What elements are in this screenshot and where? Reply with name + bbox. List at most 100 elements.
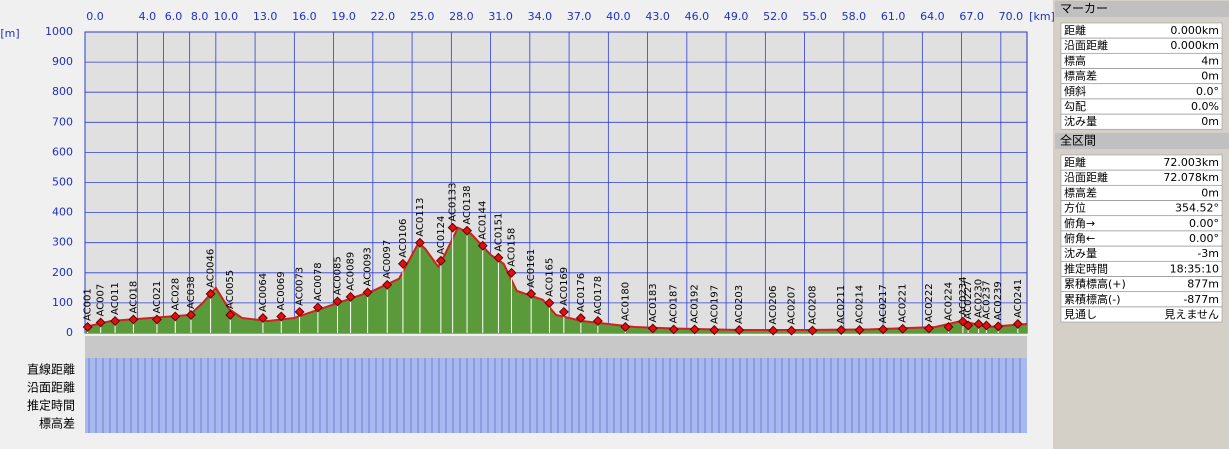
panel-key: 累積標高(-) [1064, 292, 1121, 306]
waypoint-marker [878, 324, 889, 335]
waypoint-marker [689, 324, 700, 335]
panel-value: 354.52° [1175, 202, 1219, 215]
waypoint-marker [973, 319, 984, 329]
waypoint-marker [786, 325, 797, 336]
waypoint-marker [382, 279, 393, 290]
waypoint-marker [897, 323, 908, 334]
y-tick-label: 0 [66, 326, 73, 339]
x-tick-label: 37.0 [567, 10, 592, 23]
panel-key: 俯角→ [1064, 216, 1095, 230]
panel-key: 見通し [1064, 308, 1097, 321]
waypoint-label: AC0214 [855, 285, 866, 324]
row-label: 標高差 [39, 416, 75, 431]
panel-value: 0.000km [1170, 24, 1219, 37]
panel-value: 4m [1201, 54, 1219, 67]
waypoint-label: AC0207 [787, 285, 798, 324]
panel-key: 標高差 [1064, 185, 1097, 199]
waypoint-label: AC0221 [898, 284, 909, 323]
waypoint-marker [82, 322, 93, 332]
panel-key: 勾配 [1064, 100, 1086, 113]
table-body [85, 358, 1027, 433]
waypoint-marker [462, 225, 472, 236]
panel-value: 0m [1201, 115, 1219, 128]
panel-key: 標高差 [1064, 69, 1097, 83]
panel-value: 18:35:10 [1170, 262, 1219, 275]
waypoint-label: AC0224 [944, 282, 955, 321]
waypoint-label: AC0069 [276, 271, 287, 310]
waypoint-label: AC0183 [648, 283, 659, 322]
y-tick-label: 300 [52, 236, 73, 249]
x-tick-label: 28.0 [449, 10, 474, 23]
elevation-area [85, 227, 1027, 333]
x-tick-label: 0.0 [86, 10, 104, 23]
waypoint-label: AC0165 [544, 258, 555, 297]
panel-title: 全区間 [1060, 133, 1096, 148]
waypoint-label: AC0208 [807, 285, 818, 324]
waypoint-label: AC0144 [478, 201, 489, 240]
panel-value: -877m [1183, 293, 1219, 306]
panel-value: 0.000km [1170, 39, 1219, 52]
waypoint-label: AC0211 [836, 285, 847, 324]
waypoint-label: AC0241 [1013, 279, 1024, 318]
waypoint-marker [186, 309, 196, 320]
x-tick-label: 49.0 [724, 10, 749, 23]
panel-value: 0.0% [1191, 100, 1219, 113]
waypoint-label: AC0113 [415, 198, 426, 237]
x-tick-label: 46.0 [685, 10, 710, 23]
row-label: 直線距離 [27, 362, 75, 377]
x-tick-label: 61.0 [881, 10, 906, 23]
y-tick-label: 800 [52, 85, 73, 98]
x-tick-label: 31.0 [488, 10, 513, 23]
waypoint-label: AC018 [128, 281, 139, 314]
waypoint-label: AC038 [186, 276, 197, 309]
waypoint-label: AC0138 [462, 186, 473, 225]
panel-row [1060, 113, 1223, 130]
panel-key: 沿面距離 [1064, 170, 1108, 184]
waypoint-label: AC0176 [576, 273, 587, 312]
waypoint-label: AC0180 [620, 282, 631, 321]
waypoint-marker [709, 325, 720, 335]
x-tick-label: 22.0 [371, 10, 396, 23]
table-header [85, 336, 1027, 358]
waypoint-marker [768, 325, 779, 336]
y-tick-label: 200 [52, 266, 73, 279]
waypoint-marker [257, 313, 268, 323]
waypoint-label: AC0192 [690, 284, 701, 323]
waypoint-marker [345, 291, 356, 302]
waypoint-label: AC0078 [313, 262, 324, 301]
waypoint-label: AC021 [152, 281, 163, 314]
waypoint-marker [110, 316, 121, 326]
x-tick-label: 43.0 [645, 10, 670, 23]
waypoint-label: AC011 [110, 282, 121, 315]
x-tick-label: 40.0 [606, 10, 631, 23]
x-tick-label: 34.0 [528, 10, 553, 23]
waypoint-label: AC0187 [669, 284, 680, 323]
waypoint-marker [152, 314, 162, 325]
panel-key: 沿面距離 [1064, 38, 1108, 52]
panel-value: 0.00° [1189, 217, 1219, 230]
panel-key: 俯角← [1064, 231, 1095, 245]
waypoint-marker [993, 321, 1004, 332]
waypoint-label: AC0124 [436, 216, 447, 255]
waypoint-label: AC0230 [974, 279, 985, 318]
waypoint-marker [854, 325, 865, 335]
row-label: 推定時間 [27, 398, 75, 413]
x-tick-label: 25.0 [410, 10, 435, 23]
y-axis-unit: [m] [0, 27, 19, 40]
waypoint-marker [414, 237, 425, 248]
waypoint-marker [128, 314, 139, 325]
waypoint-label: AC0234 [958, 276, 969, 315]
waypoint-label: AC028 [170, 278, 181, 311]
waypoint-marker [544, 297, 555, 308]
waypoint-marker [170, 311, 181, 322]
x-tick-label: 13.0 [253, 10, 278, 23]
waypoint-marker [620, 322, 631, 332]
x-tick-label: 70.0 [999, 10, 1024, 23]
waypoint-marker [923, 323, 934, 334]
waypoint-label: AC0169 [559, 267, 570, 306]
panel-key: 推定時間 [1064, 261, 1108, 275]
panel-row [1060, 306, 1223, 323]
panel-key: 標高 [1064, 53, 1086, 67]
waypoint-marker [493, 252, 504, 263]
